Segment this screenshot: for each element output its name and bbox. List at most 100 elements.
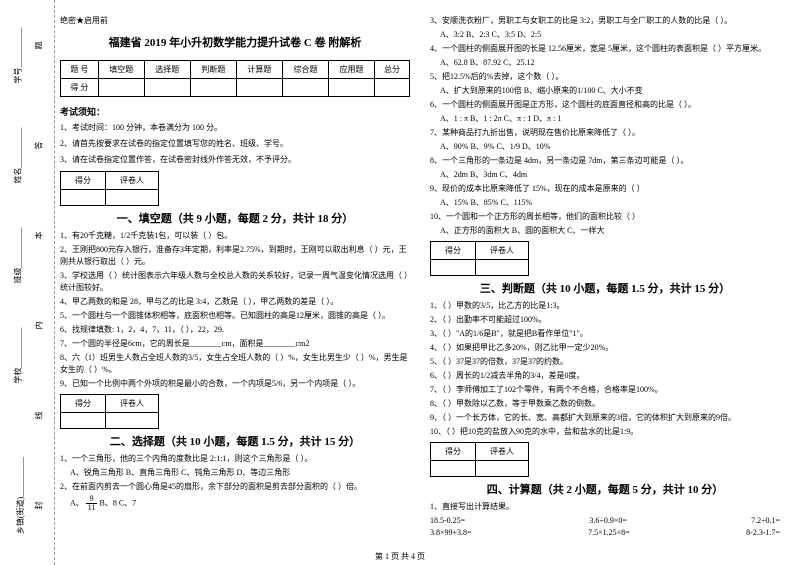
sig4-a: 得分: [431, 443, 476, 461]
score-h3: 判断题: [190, 61, 236, 79]
s5-opts: A、扩大到原来的100倍 B、缩小原来的1/100 C、大小不变: [430, 85, 780, 97]
calc-row-2: 3.8×99+3.8= 7.5×1.25×8= 8-2.3-1.7=: [430, 528, 780, 537]
margin-school: 学校__________: [13, 328, 24, 384]
score-row-label: 得 分: [61, 79, 99, 97]
s5: 5、把12.5%后的%去掉，这个数（ ）。: [430, 71, 780, 83]
notice-1: 1、考试时间：100 分钟，本卷满分为 100 分。: [60, 122, 410, 133]
exam-title: 福建省 2019 年小升初数学能力提升试卷 C 卷 附解析: [60, 34, 410, 50]
sig4-b: 评卷人: [476, 443, 529, 461]
s3: 3、安顺洗衣粉厂，男职工与女职工的比是 3:2，男职工与全厂职工的人数的比是（ …: [430, 15, 780, 27]
s2: 2、在前面内剪去一个圆心角是45的扇形，余下部分的面积是剪去部分面积的（ ）倍。: [60, 481, 410, 493]
s1: 1、一个三角形，他的三个内角的度数比是 2:1:1，则这个三角形是（ ）。: [60, 453, 410, 465]
section-2-title: 二、选择题（共 10 小题，每题 1.5 分，共计 15 分）: [60, 433, 410, 449]
score-h5: 综合题: [282, 61, 328, 79]
score-h1: 填空题: [98, 61, 144, 79]
notice-3: 3、请在试卷指定位置作答，在试卷密封线外作答无效，不予评分。: [60, 154, 410, 165]
margin-town: 乡镇(街道)__________: [15, 457, 26, 534]
left-column: 绝密★启用前 福建省 2019 年小升初数学能力提升试卷 C 卷 附解析 题 号…: [60, 15, 410, 540]
sig-table-2: 得分评卷人: [60, 394, 159, 429]
calc-row-1: 18.5-0.25= 3.6÷0.9×0= 7.2÷0.1=: [430, 516, 780, 525]
margin-char-3: 本: [34, 232, 45, 240]
q4: 4、甲乙两数的和是 28，甲与乙的比是 3:4，乙数是（ ），甲乙两数的差是（ …: [60, 296, 410, 308]
s10-opts: A、正方形的面积大 B、圆的面积大 C、一样大: [430, 225, 780, 237]
s2b: B、8 C、7: [99, 498, 136, 507]
margin-student-id: 学号__________: [13, 28, 24, 84]
margin-name: 姓名__________: [13, 128, 24, 184]
score-h7: 总分: [375, 61, 410, 79]
margin-char-6: 封: [34, 502, 45, 510]
section-1-title: 一、填空题（共 9 小题，每题 2 分，共计 18 分）: [60, 210, 410, 226]
sig3-b: 评卷人: [476, 242, 529, 260]
frac-d: 11: [86, 504, 98, 512]
j7: 7、（ ）李师傅加工了102个零件，有两个不合格，合格率是100%。: [430, 384, 780, 396]
j2: 2、（ ）出勤率不可能超过100%。: [430, 314, 780, 326]
q3: 3、学校选用（ ）统计图表示六年级人数与全校总人数的关系较好，记录一周气温变化情…: [60, 270, 410, 294]
notice-title: 考试须知：: [60, 105, 410, 118]
fraction-9-11: 911: [86, 495, 98, 512]
score-h4: 计算题: [236, 61, 282, 79]
calc-1c: 7.2÷0.1=: [751, 516, 780, 525]
s8: 8、一个三角形的一条边是 4dm，另一条边是 7dm，第三条边可能是（ ）。: [430, 155, 780, 167]
margin-char-5: 线: [34, 412, 45, 420]
sig2-a: 得分: [61, 394, 106, 412]
calc-2b: 7.5×1.25×8=: [588, 528, 630, 537]
score-h2: 选择题: [144, 61, 190, 79]
s10: 10、一个圆和一个正方形的周长相等，他们的面积比较（ ）: [430, 211, 780, 223]
s7-opts: A、90% B、9% C、1/9 D、10%: [430, 141, 780, 153]
score-h6: 应用题: [329, 61, 375, 79]
s4: 4、一个圆柱的侧面展开图的长是 12.56厘米，宽是 5厘米，这个圆柱的表面积是…: [430, 43, 780, 55]
score-table: 题 号 填空题 选择题 判断题 计算题 综合题 应用题 总分 得 分: [60, 60, 410, 97]
margin-char-2: 答: [34, 142, 45, 150]
sig-table-3: 得分评卷人: [430, 241, 529, 276]
sig-table-4: 得分评卷人: [430, 442, 529, 477]
q2: 2、王刚把800元存入银行，准备存3年定期，利率是2.75%，到期时，王刚可以取…: [60, 244, 410, 268]
j9: 9、（ ）一个长方体，它的长、宽、高都扩大到原来的3倍，它的体积扩大到原来的9倍…: [430, 412, 780, 424]
j5: 5、（ ）37是37的倍数，37是37的约数。: [430, 356, 780, 368]
section-4-title: 四、计算题（共 2 小题，每题 5 分，共计 10 分）: [430, 481, 780, 497]
s2a: A、: [70, 498, 84, 507]
calc-1a: 18.5-0.25=: [430, 516, 465, 525]
j10: 10、（ ）把10克的盐放入90克的水中，盐和盐水的比是1:9。: [430, 426, 780, 438]
j4: 4、（ ）如果把甲比乙多20%，则乙比甲一定少20%。: [430, 342, 780, 354]
binding-margin: 学号__________ 姓名__________ 班级__________ 学…: [0, 0, 55, 565]
sig1-a: 得分: [61, 171, 106, 189]
score-h0: 题 号: [61, 61, 99, 79]
j6: 6、（ ）周长的1/2减去半角的3/4，差是0度。: [430, 370, 780, 382]
s6-opts: A、1 : π B、1 : 2π C、π : 1 D、π : 1: [430, 113, 780, 125]
s3-opts: A、3:2 B、2:3 C、3:5 D、2:5: [430, 29, 780, 41]
s7: 7、某种商品打九折出售，说明现在售价比原来降低了（ ）。: [430, 127, 780, 139]
page-content: 绝密★启用前 福建省 2019 年小升初数学能力提升试卷 C 卷 附解析 题 号…: [0, 0, 800, 545]
s4-opts: A、62.8 B、87.92 C、25.12: [430, 57, 780, 69]
sig2-b: 评卷人: [106, 394, 159, 412]
secret-label: 绝密★启用前: [60, 15, 410, 26]
j8: 8、（ ）甲数除以乙数，等于甲数乘乙数的倒数。: [430, 398, 780, 410]
s8-opts: A、2dm B、3dm C、4dm: [430, 169, 780, 181]
q7: 7、一个圆的半径是6cm，它的周长是________cm，面积是________…: [60, 338, 410, 350]
j3: 3、（ ）"A的1/6是B"，就是把B看作单位"1"。: [430, 328, 780, 340]
margin-class: 班级__________: [13, 228, 24, 284]
sig1-b: 评卷人: [106, 171, 159, 189]
calc-intro: 1、直接写出计算结果。: [430, 501, 780, 513]
section-3-title: 三、判断题（共 10 小题，每题 1.5 分，共计 15 分）: [430, 280, 780, 296]
margin-char-4: 内: [34, 322, 45, 330]
page-footer: 第 1 页 共 4 页: [0, 551, 800, 562]
q1: 1、有20千克糖，1/2千克装1包，可以装（ ）包。: [60, 230, 410, 242]
calc-1b: 3.6÷0.9×0=: [589, 516, 626, 525]
q6: 6、找规律填数: 1，2，4，7，11，（ ），22，29.: [60, 324, 410, 336]
j1: 1、（ ）甲数的3/5，比乙方的比是1:3。: [430, 300, 780, 312]
s9-opts: A、15% B、85% C、115%: [430, 197, 780, 209]
q9: 9、已知一个比例中两个外项的积是最小的合数，一个内项是5/6，另一个内项是（ ）…: [60, 378, 410, 390]
notice-2: 2、请首先按要求在试卷的指定位置填写您的姓名、班级、学号。: [60, 138, 410, 149]
s9: 9、现价的成本比原来降低了 15%，现在的成本是原来的（ ）: [430, 183, 780, 195]
calc-2a: 3.8×99+3.8=: [430, 528, 472, 537]
s2-opts: A、 911 B、8 C、7: [60, 495, 410, 512]
margin-char-1: 题: [34, 42, 45, 50]
right-column: 3、安顺洗衣粉厂，男职工与女职工的比是 3:2，男职工与全厂职工的人数的比是（ …: [430, 15, 780, 540]
s1-opts: A、锐角三角形 B、直角三角形 C、钝角三角形 D、等边三角形: [60, 467, 410, 479]
q5: 5、一个圆柱与一个圆锥体积相等，底面积也相等。已知圆柱的高是12厘米，圆锥的高是…: [60, 310, 410, 322]
q8: 8、六（1）班男生人数占全班人数的3/5，女生占全班人数的（ ）%，女生比男生少…: [60, 352, 410, 376]
calc-2c: 8-2.3-1.7=: [746, 528, 780, 537]
sig3-a: 得分: [431, 242, 476, 260]
sig-table-1: 得分评卷人: [60, 171, 159, 206]
s6: 6、一个圆柱的侧面展开图是正方形，这个圆柱的底面直径和高的比是（ ）。: [430, 99, 780, 111]
